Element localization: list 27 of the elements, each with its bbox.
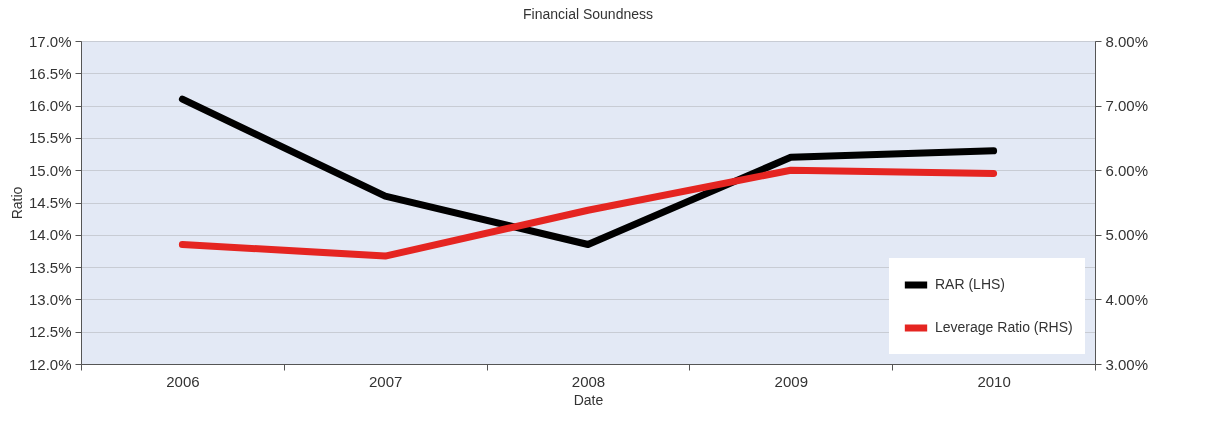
- y2-tick-label: 3.00%: [1105, 355, 1149, 373]
- y-tick-label: 14.5%: [28, 194, 72, 211]
- legend-label: Leverage Ratio (RHS): [935, 319, 1073, 335]
- y-tick-label: 12.0%: [28, 355, 72, 373]
- y-tick-label: 13.0%: [28, 290, 72, 308]
- x-tick-label: 2010: [977, 372, 1011, 390]
- y2-tick-label: 7.00%: [1105, 97, 1149, 115]
- y-tick-label: 16.5%: [28, 64, 72, 82]
- x-tick-label: 2006: [166, 372, 200, 390]
- y-tick-label: 16.0%: [28, 97, 72, 115]
- y-tick-label: 12.5%: [28, 323, 72, 341]
- chart-title: Financial Soundness: [523, 6, 653, 22]
- x-tick-label: 2008: [571, 372, 606, 390]
- legend-label: RAR (LHS): [935, 276, 1006, 292]
- y-axis-title: Ratio: [8, 186, 25, 220]
- y2-tick-label: 8.00%: [1105, 32, 1149, 50]
- y2-tick-label: 6.00%: [1105, 161, 1149, 179]
- x-axis-title: Date: [573, 391, 604, 408]
- y-tick-label: 17.0%: [28, 32, 72, 50]
- y-tick-label: 13.5%: [28, 258, 72, 276]
- y2-tick-label: 5.00%: [1105, 226, 1149, 244]
- y-tick-label: 15.0%: [28, 161, 72, 179]
- x-tick-label: 2007: [369, 372, 403, 390]
- x-tick-label: 2009: [774, 372, 808, 390]
- y-tick-label: 14.0%: [28, 226, 72, 244]
- y-tick-label: 15.5%: [28, 129, 72, 147]
- y2-tick-label: 4.00%: [1105, 290, 1149, 308]
